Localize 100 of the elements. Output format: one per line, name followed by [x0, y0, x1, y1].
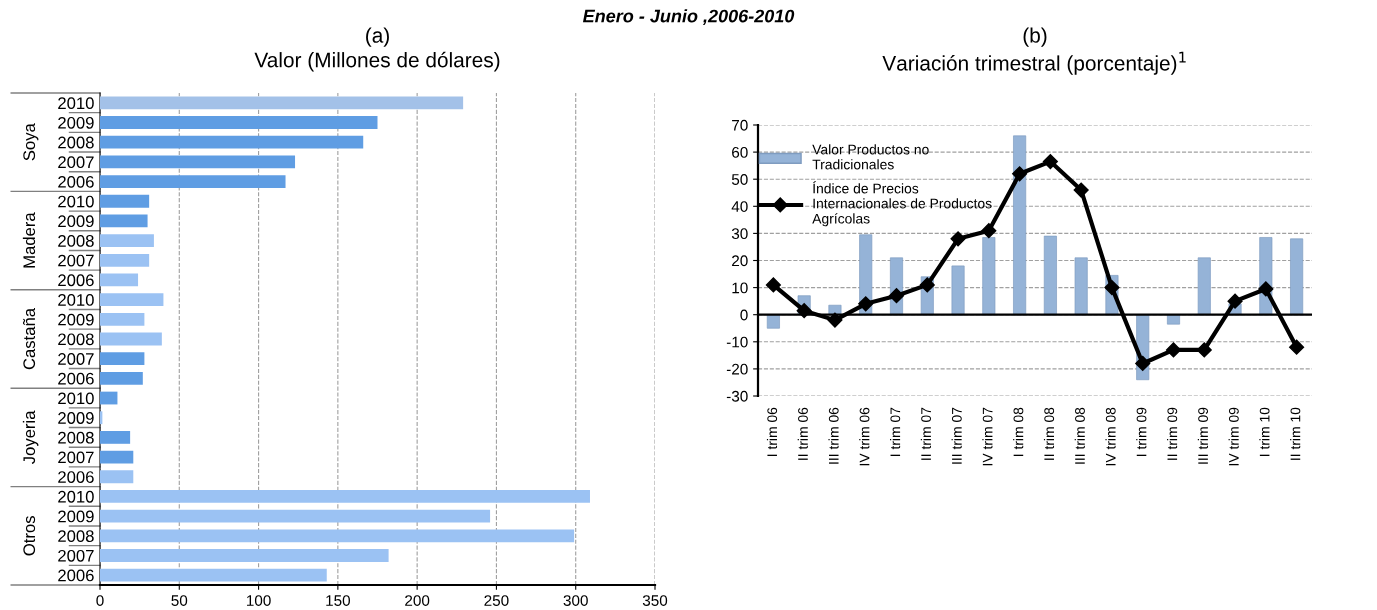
y-tick-label: 2009	[58, 510, 94, 523]
chart-subtitle: Valor (Millones de dólares)	[254, 51, 500, 72]
bar	[100, 135, 364, 149]
point	[796, 303, 812, 319]
bar	[100, 234, 154, 247]
bar	[1197, 257, 1211, 316]
y-tick-label: 0	[740, 309, 748, 321]
bar	[766, 314, 780, 329]
x-tick-label: II trim 10	[1290, 407, 1301, 460]
x-tick-label: 150	[326, 595, 351, 606]
y-tick-label: 2008	[58, 431, 94, 444]
bar	[100, 431, 131, 444]
bar	[100, 391, 118, 405]
y-tick-label: 2006	[58, 274, 94, 287]
bar	[100, 470, 134, 484]
y-tick-label: 20	[732, 255, 748, 267]
y-tick-label: 2010	[58, 195, 94, 208]
bar	[828, 304, 842, 316]
point	[1042, 154, 1058, 170]
y-tick-label: 60	[732, 146, 748, 158]
y-tick-label: 2007	[58, 353, 94, 365]
x-tick-label: II trim 06	[797, 407, 808, 460]
bar	[100, 253, 150, 267]
text: Joyeria	[22, 410, 39, 464]
x-tick-label: 250	[484, 595, 509, 606]
bar	[100, 549, 389, 562]
y-tick-label: 10	[732, 282, 748, 294]
chart-subtitle: Variación trimestral (porcentaje)$^{1}$	[882, 51, 1186, 75]
bar	[100, 175, 286, 188]
x-tick-label: 300	[563, 595, 588, 606]
bar	[100, 332, 162, 346]
bar	[1290, 238, 1304, 316]
y-tick-label: 2007	[58, 254, 94, 267]
point	[981, 223, 997, 239]
x-tick-label: III trim 06	[828, 407, 839, 464]
bar	[100, 509, 491, 523]
bar	[1013, 135, 1027, 316]
x-tick-label: III trim 08	[1074, 407, 1085, 464]
y-tick-label: 2008	[58, 136, 94, 149]
text: Otros	[23, 516, 36, 556]
y-tick-label: -30	[726, 390, 748, 402]
point	[1165, 342, 1182, 358]
y-tick-label: 2009	[58, 215, 94, 228]
bar	[100, 214, 148, 228]
point	[919, 277, 935, 293]
x-tick-label: II trim 08	[1043, 407, 1055, 460]
y-tick-label: -20	[726, 363, 748, 375]
point	[1073, 182, 1089, 198]
y-tick-label: 2009	[58, 313, 94, 326]
bar	[100, 312, 145, 326]
y-tick-label: 2007	[58, 549, 94, 562]
bar	[100, 293, 164, 307]
legend-label: Índice de Precios Internacionales de Productos Agrícolas	[812, 181, 992, 227]
y-tick-label: 2009	[58, 412, 94, 424]
y-tick-label: 2006	[58, 372, 94, 385]
y-tick-label: -10	[726, 336, 748, 348]
y-tick-label: 2010	[58, 97, 94, 110]
x-tick-label: 200	[405, 595, 430, 606]
x-tick-label: 50	[171, 595, 188, 606]
chart-title: (a)	[366, 27, 389, 47]
bar	[100, 490, 590, 503]
text: Enero - Junio ,2006-2010	[582, 9, 795, 26]
x-tick-label: III trim 07	[951, 407, 962, 464]
y-tick-label: 70	[732, 119, 748, 131]
bar	[100, 450, 134, 464]
bar	[1043, 235, 1057, 316]
y-tick-label: 2006	[58, 175, 94, 188]
point	[1012, 166, 1028, 182]
y-tick-label: 2009	[58, 116, 94, 129]
x-tick-label: 0	[96, 595, 104, 606]
bar	[100, 371, 143, 385]
point	[1135, 355, 1151, 372]
bar	[100, 96, 464, 110]
x-tick-label: IV trim 07	[982, 407, 993, 466]
y-tick-label: 2010	[58, 490, 94, 503]
x-tick-label: 350	[642, 595, 668, 606]
y-tick-label: 2010	[58, 294, 94, 306]
y-tick-label: 30	[731, 228, 748, 240]
text: Soya	[23, 123, 39, 161]
bar	[100, 273, 139, 287]
text: Madera	[22, 212, 36, 268]
point	[827, 312, 843, 328]
x-tick-label: III trim 09	[1197, 407, 1209, 464]
x-tick-label: I trim 09	[1136, 407, 1147, 456]
point	[888, 288, 905, 304]
x-tick-label: I trim 10	[1259, 407, 1270, 456]
point	[1196, 342, 1212, 358]
point	[1258, 281, 1274, 297]
point	[1227, 293, 1243, 309]
x-tick-label: I trim 07	[890, 407, 901, 456]
x-tick-label: I trim 08	[1013, 407, 1024, 456]
bar	[100, 116, 378, 129]
y-tick-label: 40	[731, 201, 748, 212]
x-tick-label: I trim 06	[766, 407, 778, 456]
x-tick-label: IV trim 08	[1105, 407, 1116, 466]
bar	[1074, 257, 1088, 316]
legend-label: Valor Productos no Tradicionales	[812, 144, 929, 170]
x-tick-label: IV trim 09	[1228, 407, 1239, 466]
y-tick-label: 2010	[58, 392, 94, 405]
bar	[100, 352, 145, 366]
